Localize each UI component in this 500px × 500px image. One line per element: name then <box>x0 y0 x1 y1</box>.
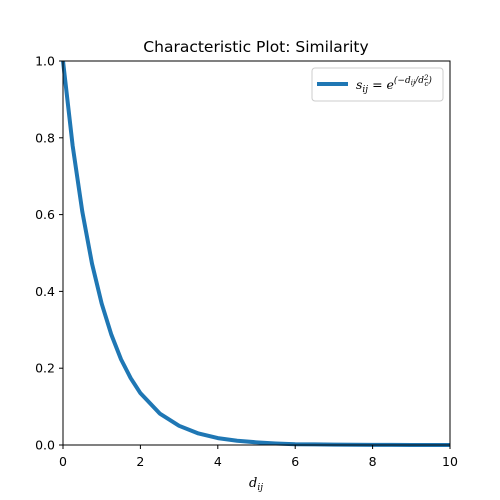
y-axis: 0.0 0.2 0.4 0.6 0.8 1.0 <box>35 54 63 453</box>
x-tick-label: 8 <box>369 454 377 469</box>
x-tick-label: 2 <box>136 454 144 469</box>
legend: sij = e(−dij/d2 c) <box>311 67 444 102</box>
x-tick-label: 10 <box>442 454 458 469</box>
y-tick-label: 0.2 <box>35 361 55 376</box>
y-tick-label: 1.0 <box>35 54 55 69</box>
plot-area <box>61 60 451 447</box>
x-axis-label: dij <box>249 476 263 493</box>
y-tick-label: 0.0 <box>35 438 55 453</box>
y-tick-label: 0.4 <box>35 284 55 299</box>
x-axis: 0 2 4 6 8 10 <box>59 445 458 469</box>
y-tick-label: 0.8 <box>35 130 55 145</box>
legend-box <box>311 67 444 102</box>
x-tick-label: 0 <box>59 454 67 469</box>
x-tick-label: 4 <box>214 454 222 469</box>
series-line-0 <box>61 60 451 447</box>
chart-title: Characteristic Plot: Similarity <box>143 38 368 56</box>
y-tick-label: 0.6 <box>35 207 55 222</box>
series-layer <box>61 60 451 447</box>
plot-frame <box>62 60 451 446</box>
x-tick-label: 6 <box>291 454 299 469</box>
